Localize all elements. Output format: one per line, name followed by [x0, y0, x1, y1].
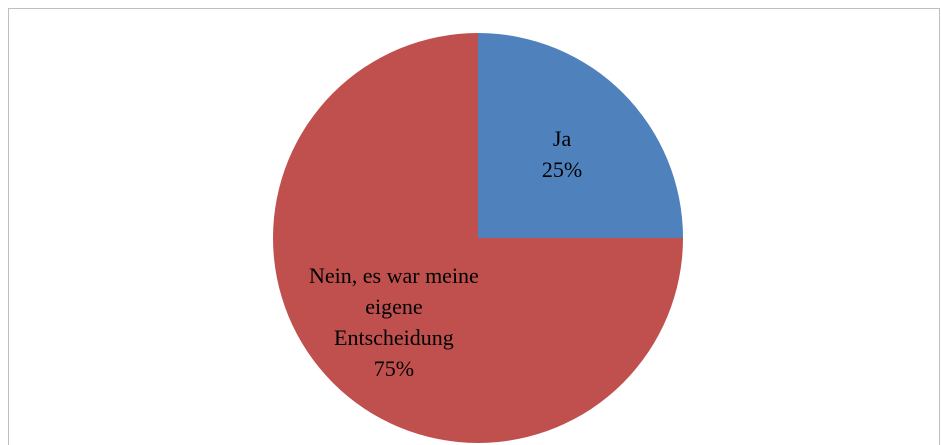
slice-label-box: Nein, es war meine eigene Entscheidung 75… — [309, 252, 479, 392]
slice-category: Nein, es war meine eigene Entscheidung — [309, 263, 479, 351]
slice-value: 25% — [541, 156, 583, 182]
slice-value: 75% — [373, 356, 415, 382]
slice-category: Ja — [552, 125, 572, 151]
slice-label: Ja 25% — [477, 84, 647, 224]
slice-label: Nein, es war meine eigene Entscheidung 75… — [309, 252, 479, 392]
pie-slice — [478, 33, 683, 238]
pie-slice — [273, 33, 683, 443]
slice-label-box: Ja 25% — [477, 84, 647, 224]
